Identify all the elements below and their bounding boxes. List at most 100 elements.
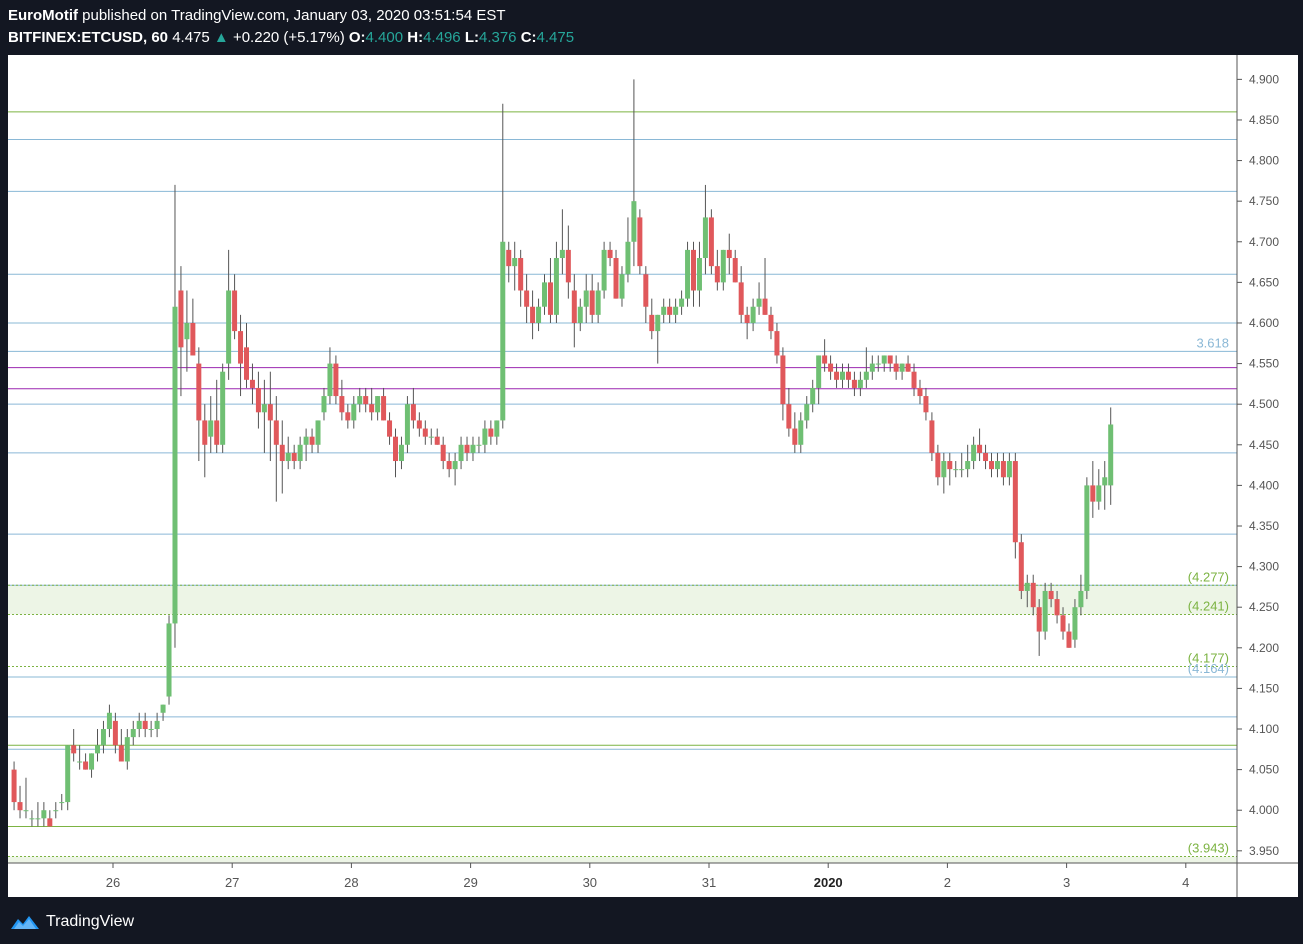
candle-down[interactable] [446,461,452,470]
candle-up[interactable] [625,241,631,275]
candle-down[interactable] [488,428,494,437]
candle-up[interactable] [1078,590,1084,608]
candle-down[interactable] [410,404,416,421]
candle-down[interactable] [506,249,512,267]
candle-up[interactable] [702,217,708,259]
candle-down[interactable] [232,290,238,332]
candle-down[interactable] [935,452,941,478]
candle-up[interactable] [577,306,583,323]
candle-up[interactable] [720,249,726,283]
candle-down[interactable] [518,258,524,291]
candle-down[interactable] [732,258,738,283]
candle-down[interactable] [923,396,929,413]
candle-down[interactable] [273,420,279,445]
candle-up[interactable] [1042,590,1048,632]
candle-up[interactable] [857,379,863,388]
candle-down[interactable] [17,802,23,811]
candle-down[interactable] [762,298,768,315]
candle-up[interactable] [994,461,1000,470]
candle-up[interactable] [95,745,101,754]
candle-down[interactable] [828,363,834,372]
candle-down[interactable] [118,745,124,762]
candle-up[interactable] [804,404,810,421]
candle-up[interactable] [553,258,559,315]
candle-up[interactable] [941,461,947,478]
candle-up[interactable] [41,810,47,819]
candle-up[interactable] [1102,477,1108,486]
candle-up[interactable] [166,623,172,697]
candle-down[interactable] [83,761,89,770]
candle-up[interactable] [494,420,500,437]
candle-down[interactable] [249,379,255,388]
candle-down[interactable] [1012,461,1018,543]
candle-down[interactable] [893,363,899,372]
candle-down[interactable] [369,404,375,413]
candle-up[interactable] [106,712,112,730]
author-name[interactable]: EuroMotif [8,7,78,24]
candle-down[interactable] [196,363,202,421]
candle-up[interactable] [673,306,679,315]
candle-up[interactable] [696,258,702,291]
candle-up[interactable] [130,729,136,738]
candle-up[interactable] [398,444,404,462]
candle-up[interactable] [35,818,41,820]
candle-down[interactable] [190,322,196,356]
candle-up[interactable] [601,249,607,291]
candle-up[interactable] [154,720,160,730]
candle-down[interactable] [309,436,315,445]
candle-up[interactable] [595,290,601,315]
candle-down[interactable] [947,461,953,470]
candle-up[interactable] [303,436,309,445]
candle-up[interactable] [685,249,691,299]
candle-up[interactable] [840,371,846,380]
candle-down[interactable] [11,769,17,803]
candle-down[interactable] [929,420,935,453]
candle-up[interactable] [124,737,130,762]
candle-down[interactable] [291,452,297,462]
candle-up[interactable] [750,306,756,323]
candle-down[interactable] [255,387,261,413]
candle-down[interactable] [607,249,613,259]
candle-down[interactable] [983,452,989,462]
candle-up[interactable] [971,444,977,462]
candle-up[interactable] [559,249,565,259]
tradingview-logo-icon[interactable] [10,912,40,932]
candle-down[interactable] [845,371,851,380]
candle-down[interactable] [387,420,393,437]
candle-up[interactable] [321,396,327,413]
candle-down[interactable] [780,355,786,405]
candle-down[interactable] [667,306,673,315]
candle-down[interactable] [434,436,440,445]
candle-up[interactable] [136,720,142,730]
candle-up[interactable] [59,802,65,804]
candle-up[interactable] [756,298,762,307]
candle-down[interactable] [547,282,553,315]
candle-up[interactable] [357,396,363,405]
candle-down[interactable] [774,331,780,356]
candle-up[interactable] [297,444,303,462]
candle-down[interactable] [1030,582,1036,608]
candle-up[interactable] [261,404,267,413]
candle-down[interactable] [917,387,923,397]
candle-down[interactable] [834,371,840,380]
candle-down[interactable] [887,355,893,364]
candle-up[interactable] [77,761,83,763]
candle-up[interactable] [536,306,542,323]
candle-up[interactable] [458,444,464,462]
candle-down[interactable] [1066,631,1072,648]
candle-down[interactable] [744,314,750,323]
candle-up[interactable] [184,322,190,340]
candle-up[interactable] [679,298,685,307]
candle-down[interactable] [637,217,643,267]
candle-up[interactable] [512,258,518,267]
candle-up[interactable] [869,363,875,372]
candle-up[interactable] [1006,461,1012,478]
candle-down[interactable] [822,355,828,364]
candle-down[interactable] [1018,542,1024,591]
candle-up[interactable] [23,810,29,812]
candle-down[interactable] [1000,461,1006,478]
candle-down[interactable] [613,258,619,299]
candle-up[interactable] [285,452,291,462]
candle-up[interactable] [542,282,548,307]
candle-up[interactable] [404,404,410,445]
